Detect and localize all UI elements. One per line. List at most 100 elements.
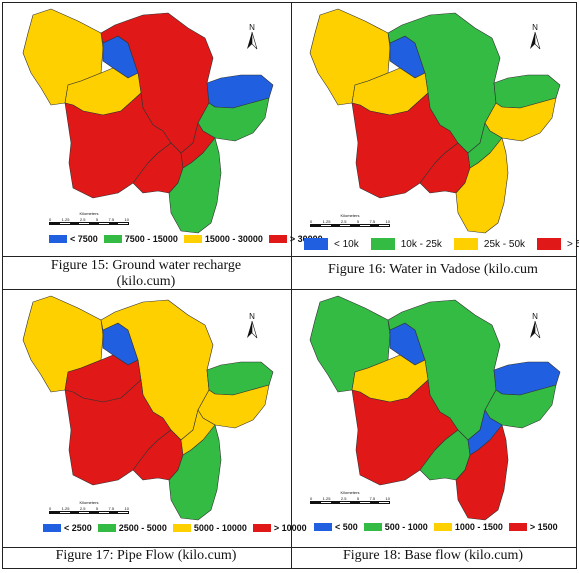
figure-caption: Figure 17: Pipe Flow (kilo.cum) — [3, 548, 289, 564]
scale-tick-label: 10 — [385, 496, 390, 501]
scale-tick-label: 2.5 — [79, 506, 86, 511]
scale-ticks: 0 1.25 2.5 5 7.5 10 — [49, 217, 129, 222]
scale-tick-label: 2.5 — [340, 496, 347, 501]
legend-swatch — [314, 523, 332, 531]
scale-title: Kilometers — [340, 490, 360, 495]
legend-item: 7500 - 15000 — [103, 234, 178, 244]
map-panel-vadose: N Kilometers 0 1.25 2.5 5 7.5 10 < 10k 10k - 25… — [290, 3, 579, 255]
legend-label: > 1500 — [529, 522, 558, 532]
map-panel-base-flow: N Kilometers 0 1.25 2.5 5 7.5 10 < 500 500 - 10… — [290, 290, 576, 544]
scale-tick-label: 7.5 — [108, 506, 115, 511]
pipe-flow-map — [22, 295, 274, 521]
scale-title: Kilometers — [79, 211, 99, 216]
scale-bar: Kilometers 0 1.25 2.5 5 7.5 10 — [310, 490, 390, 504]
legend-label: < 7500 — [70, 234, 98, 244]
north-label: N — [532, 312, 538, 321]
legend-swatch — [43, 524, 61, 532]
north-arrow: N — [245, 23, 259, 52]
scale-bar-graphic — [310, 501, 390, 504]
legend-label: > 10000 — [273, 523, 307, 533]
scale-tick-label: 7.5 — [369, 219, 376, 224]
legend-label: 10k - 25k — [400, 238, 442, 250]
legend-swatch — [172, 524, 191, 532]
scale-bar-graphic — [310, 224, 390, 227]
legend-swatch — [433, 523, 452, 531]
scale-tick-label: 1.25 — [322, 219, 331, 224]
vadose-map — [309, 8, 561, 234]
legend-swatch — [252, 524, 271, 532]
scale-tick-label: 0 — [310, 496, 313, 501]
scale-tick-label: 1.25 — [61, 217, 70, 222]
legend-item: < 10k — [304, 238, 359, 250]
legend-swatch — [370, 238, 395, 250]
legend-label: 5000 - 10000 — [193, 523, 247, 533]
legend-swatch — [183, 235, 202, 243]
legend-swatch — [49, 235, 67, 243]
scale-ticks: 0 1.25 2.5 5 7.5 10 — [310, 219, 390, 224]
map-legend: < 2500 2500 - 5000 5000 - 10000 > 10000 — [43, 523, 313, 533]
legend-item: > 50k — [537, 238, 579, 250]
scale-bar-graphic — [49, 222, 129, 225]
scale-tick-label: 0 — [49, 506, 52, 511]
north-label: N — [532, 23, 538, 32]
legend-label: 7500 - 15000 — [124, 234, 178, 244]
legend-label: 25k - 50k — [483, 238, 526, 250]
grid-divider — [3, 289, 576, 290]
legend-item: 500 - 1000 — [363, 522, 428, 532]
scale-tick-label: 10 — [124, 217, 129, 222]
legend-item: < 7500 — [49, 234, 98, 244]
legend-item: > 10000 — [252, 523, 307, 533]
map-legend: < 500 500 - 1000 1000 - 1500 > 1500 — [314, 522, 564, 532]
north-label: N — [249, 23, 255, 32]
scale-bar: Kilometers 0 1.25 2.5 5 7.5 10 — [49, 211, 129, 225]
caption-line: Figure 17: Pipe Flow (kilo.cum) — [55, 548, 237, 563]
legend-swatch — [537, 238, 562, 250]
subwatershed-region — [168, 137, 222, 234]
caption-line: (kilo.cum) — [116, 274, 176, 289]
north-arrow-icon — [530, 31, 541, 50]
scale-ticks: 0 1.25 2.5 5 7.5 10 — [310, 496, 390, 501]
subwatershed-region — [455, 424, 509, 521]
grid-divider — [3, 256, 576, 257]
legend-item: < 2500 — [43, 523, 92, 533]
legend-swatch — [304, 238, 328, 250]
legend-item: 10k - 25k — [370, 238, 442, 250]
legend-label: 2500 - 5000 — [118, 523, 167, 533]
scale-title: Kilometers — [340, 213, 360, 218]
north-arrow-icon — [530, 320, 541, 339]
scale-bar: Kilometers 0 1.25 2.5 5 7.5 10 — [49, 500, 129, 514]
north-arrow-icon — [247, 31, 258, 50]
figure-caption: Figure 15: Ground water recharge (kilo.c… — [3, 258, 289, 290]
legend-swatch — [508, 523, 527, 531]
figure-caption: Figure 18: Base flow (kilo.cum) — [290, 548, 576, 564]
legend-label: 15000 - 30000 — [204, 234, 263, 244]
scale-tick-label: 7.5 — [369, 496, 376, 501]
scale-tick-label: 1.25 — [61, 506, 70, 511]
north-arrow: N — [245, 312, 259, 341]
north-arrow: N — [528, 312, 542, 341]
legend-label: < 10k — [334, 238, 359, 250]
legend-item: 2500 - 5000 — [97, 523, 167, 533]
north-arrow: N — [528, 23, 542, 52]
legend-item: 1000 - 1500 — [433, 522, 503, 532]
recharge-map — [22, 8, 274, 234]
legend-label: > 50k — [567, 238, 579, 250]
scale-tick-label: 0 — [49, 217, 52, 222]
scale-tick-label: 1.25 — [322, 496, 331, 501]
base-flow-map — [309, 295, 561, 521]
scale-ticks: 0 1.25 2.5 5 7.5 10 — [49, 506, 129, 511]
legend-item: 5000 - 10000 — [172, 523, 247, 533]
legend-swatch — [363, 523, 382, 531]
scale-tick-label: 0 — [310, 219, 313, 224]
caption-line: Figure 18: Base flow (kilo.cum) — [342, 548, 524, 563]
scale-tick-label: 5 — [95, 506, 99, 511]
legend-label: 1000 - 1500 — [454, 522, 503, 532]
subwatershed-region — [168, 424, 222, 521]
scale-tick-label: 5 — [356, 496, 360, 501]
legend-item: < 500 — [314, 522, 358, 532]
scale-tick-label: 2.5 — [340, 219, 347, 224]
scale-tick-label: 2.5 — [79, 217, 86, 222]
legend-item: 15000 - 30000 — [183, 234, 263, 244]
grid-divider — [3, 547, 576, 548]
